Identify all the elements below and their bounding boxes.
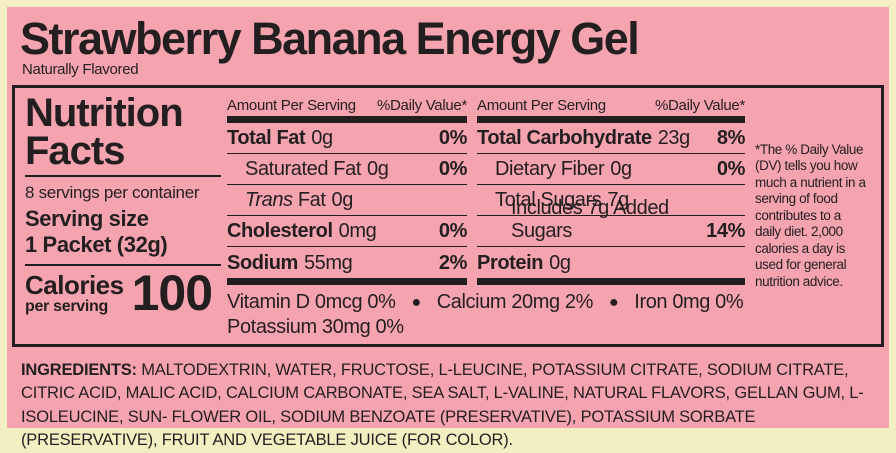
product-subtitle: Naturally Flavored (22, 61, 139, 78)
nutrient-name-italic: Trans (245, 189, 293, 211)
nutrient-column-2: Amount Per Serving %Daily Value* Total C… (477, 94, 745, 285)
bullet-separator: ● (411, 293, 421, 311)
calories-label: Calories (25, 269, 124, 300)
nutrition-facts-title: Nutrition Facts (25, 91, 184, 173)
nutrient-name-and-amount: Saturated Fat 0g (227, 158, 389, 181)
nutrient-amount: 0g (311, 127, 333, 149)
nutrient-name: Total Fat (227, 127, 306, 149)
nutrient-dv: 2% (438, 252, 468, 274)
nutrient-name: Saturated Fat (245, 158, 361, 180)
product-label: Strawberry Banana Energy Gel Naturally F… (7, 7, 889, 449)
nutrient-row-total-sugars: Total Sugars 7g (477, 185, 745, 216)
calcium-value: Calcium 20mg 2% (436, 291, 594, 313)
column-header: Amount Per Serving %Daily Value* (227, 94, 467, 116)
daily-value-footnote: *The % Daily Value (DV) tells you how mu… (755, 142, 866, 289)
nutrient-name: Dietary Fiber (495, 158, 605, 180)
nutrient-amount: 23g (657, 127, 691, 149)
ingredients-text: MALTODEXTRIN, WATER, FRUCTOSE, L-LEUCINE… (21, 361, 864, 450)
nutrient-name: Includes 7g Added Sugars (511, 197, 669, 242)
nutrient-row-added-sugars: Includes 7g Added Sugars 14% (477, 197, 745, 247)
nutrient-row-dietary-fiber: Dietary Fiber 0g 0% (477, 154, 745, 185)
nutrient-name: Protein (477, 252, 544, 274)
ingredients-label: INGREDIENTS: (21, 361, 137, 379)
serving-size-label: Serving size (25, 206, 149, 231)
divider-thin (25, 263, 221, 266)
nutrient-row-total-fat: Total Fat 0g 0% (227, 123, 467, 154)
nutrient-amount: 0g (331, 189, 354, 211)
nutrient-dv: 0% (438, 127, 468, 149)
bullet-separator: ● (609, 293, 619, 311)
nutrient-amount: 7g (607, 189, 629, 211)
nutrient-amount: 0g (610, 158, 632, 180)
nutrient-dv: 0% (438, 220, 468, 242)
amount-per-serving-header: Amount Per Serving (227, 97, 356, 114)
nutrient-dv: 14% (706, 220, 745, 242)
nutrient-name: Total Sugars (495, 189, 602, 211)
calories-value: 100 (131, 264, 213, 321)
divider-thick-bar (227, 278, 467, 285)
nutrition-facts-box: Nutrition Facts 8 servings per container… (12, 85, 884, 347)
vitamin-d-value: Vitamin D 0mcg 0% (227, 291, 396, 313)
nutrient-name-and-amount: Sodium 55mg (227, 252, 353, 275)
divider-thick-bar (227, 116, 467, 123)
calories-sublabel: per serving (25, 297, 108, 315)
nutrient-row-saturated-fat: Saturated Fat 0g 0% (227, 154, 467, 185)
product-title: Strawberry Banana Energy Gel (20, 13, 640, 64)
nutrient-name-and-amount: Total Fat 0g (227, 127, 333, 150)
daily-value-header: %Daily Value* (376, 97, 467, 114)
nutrient-amount: 0g (549, 252, 571, 274)
nutrient-row-total-carbohydrate: Total Carbohydrate 23g 8% (477, 123, 745, 154)
nutrition-facts-left-panel: Nutrition Facts 8 servings per container… (25, 91, 221, 340)
nutrient-name: Cholesterol (227, 220, 333, 242)
divider-thin (25, 175, 221, 177)
nutrient-row-trans-fat: Trans Fat 0g (227, 185, 467, 216)
nutrient-name-and-amount: Cholesterol 0mg (227, 220, 377, 243)
nutrient-row-sodium: Sodium 55mg 2% (227, 247, 467, 278)
nutrient-dv: 8% (716, 127, 746, 149)
divider-thick-bar (477, 116, 745, 123)
nutrient-amount: 55mg (303, 252, 353, 274)
micronutrient-line-2: Potassium 30mg 0% (227, 316, 745, 339)
nutrient-name-and-amount: Dietary Fiber 0g (477, 158, 632, 181)
amount-per-serving-header: Amount Per Serving (477, 97, 606, 114)
calories-words: Calories per serving (25, 272, 124, 315)
divider-thick-bar (477, 278, 745, 285)
calories-block: Calories per serving 100 (25, 264, 221, 321)
nutrient-name-and-amount: Protein 0g (477, 252, 571, 275)
nutrient-row-protein: Protein 0g (477, 247, 745, 278)
iron-value: Iron 0mg 0% (634, 291, 744, 313)
nutrient-name-and-amount: Total Carbohydrate 23g (477, 127, 690, 150)
micronutrients: Vitamin D 0mcg 0% ● Calcium 20mg 2% ● Ir… (227, 291, 745, 339)
nutrient-amount: 0g (366, 158, 389, 180)
servings-per-container: 8 servings per container (25, 183, 200, 202)
nutrient-amount: 0mg (338, 220, 377, 242)
column-header: Amount Per Serving %Daily Value* (477, 94, 745, 116)
ingredients-section: INGREDIENTS: MALTODEXTRIN, WATER, FRUCTO… (21, 359, 877, 453)
nutrient-name-and-amount: Total Sugars 7g (477, 189, 629, 212)
nutrient-column-1: Amount Per Serving %Daily Value* Total F… (227, 94, 467, 285)
daily-value-header: %Daily Value* (654, 97, 745, 114)
nutrient-dv: 0% (438, 158, 468, 180)
nutrient-dv: 0% (716, 158, 746, 180)
micronutrient-line-1: Vitamin D 0mcg 0% ● Calcium 20mg 2% ● Ir… (227, 291, 745, 314)
potassium-value: Potassium 30mg 0% (227, 316, 404, 338)
serving-size-value: 1 Packet (32g) (25, 232, 168, 258)
nutrient-name-and-amount: Includes 7g Added Sugars (477, 197, 706, 243)
nutrient-name: Sodium (227, 252, 298, 274)
nutrient-name: Fat (297, 189, 326, 211)
nutrient-row-cholesterol: Cholesterol 0mg 0% (227, 216, 467, 247)
nutrient-columns-area: Amount Per Serving %Daily Value* Total F… (227, 94, 745, 340)
nutrient-name: Total Carbohydrate (477, 127, 652, 149)
nutrient-name-and-amount: Trans Fat 0g (227, 189, 353, 212)
